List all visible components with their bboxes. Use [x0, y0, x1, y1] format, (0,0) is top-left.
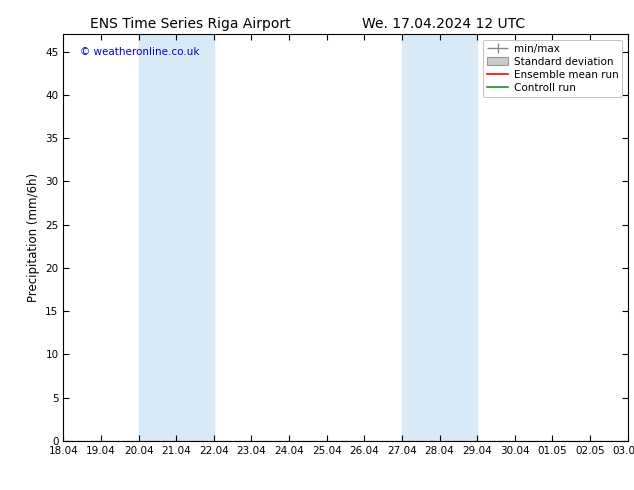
Text: © weatheronline.co.uk: © weatheronline.co.uk [81, 47, 200, 56]
Bar [402, 34, 477, 441]
Bar [139, 34, 214, 441]
Text: ENS Time Series Riga Airport: ENS Time Series Riga Airport [90, 17, 290, 31]
Text: We. 17.04.2024 12 UTC: We. 17.04.2024 12 UTC [362, 17, 526, 31]
Y-axis label: Precipitation (mm/6h): Precipitation (mm/6h) [27, 173, 40, 302]
Legend: min/max, Standard deviation, Ensemble mean run, Controll run: min/max, Standard deviation, Ensemble me… [483, 40, 623, 97]
